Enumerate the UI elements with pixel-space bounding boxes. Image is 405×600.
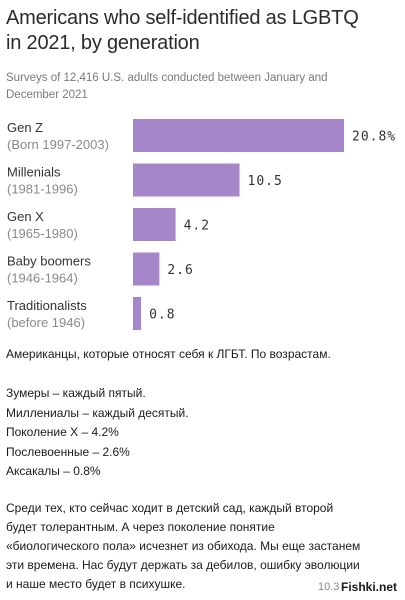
chart-title-line-1: Americans who self-identified as LGBTQ bbox=[6, 7, 359, 29]
caption-paragraph-line: Среди тех, кто сейчас ходит в детский са… bbox=[6, 501, 334, 515]
caption-paragraph: Среди тех, кто сейчас ходит в детский са… bbox=[6, 499, 401, 594]
category-sublabel: (Born 1997-2003) bbox=[7, 137, 109, 152]
bar bbox=[133, 208, 176, 241]
caption-paragraph-line: «биологического пола» исчезнет из обиход… bbox=[6, 539, 361, 553]
category-label: Traditionalists bbox=[7, 298, 87, 313]
chart-title: Americans who self-identified as LGBTQ i… bbox=[6, 6, 401, 56]
category-label: Gen Z bbox=[7, 120, 43, 135]
value-label: 4.2 bbox=[184, 219, 210, 234]
category-label: Millenials bbox=[7, 165, 61, 180]
value-label: 10.5 bbox=[248, 174, 283, 189]
caption-list-item: Поколение Х – 4.2% bbox=[6, 425, 119, 439]
chart-title-line-2: in 2021, by generation bbox=[6, 32, 200, 54]
chart-subtitle-line-1: Surveys of 12,416 U.S. adults conducted … bbox=[6, 72, 328, 84]
value-label: 20.8% bbox=[352, 130, 396, 145]
category-label: Baby boomers bbox=[7, 254, 91, 269]
category-sublabel: (1981-1996) bbox=[7, 182, 78, 197]
caption-heading: Американцы, которые относят себя к ЛГБТ.… bbox=[6, 347, 331, 361]
chart-subtitle-line-2: December 2021 bbox=[6, 89, 88, 101]
caption-list-item: Послевоенные – 2.6% bbox=[6, 444, 130, 459]
bar bbox=[133, 297, 142, 330]
chart-card: Americans who self-identified as LGBTQ i… bbox=[6, 6, 401, 330]
value-label: 2.6 bbox=[167, 263, 193, 278]
bar bbox=[133, 252, 160, 286]
bar bbox=[133, 163, 240, 197]
caption-paragraph-line: будет толерантным. А через поколение пон… bbox=[6, 520, 275, 534]
caption-list: Зумеры – каждый пятый. Миллениалы – кажды… bbox=[6, 384, 401, 482]
category-sublabel: (before 1946) bbox=[7, 315, 85, 330]
bar-chart: Gen Z (Born 1997-2003) 20.8% Millenials (198… bbox=[7, 119, 396, 330]
watermark-logo: Fishki.net bbox=[338, 580, 399, 594]
category-label: Gen X bbox=[7, 209, 44, 224]
caption-list-item: Аксакалы – 0.8% bbox=[6, 464, 101, 478]
caption-paragraph-line: эти времена. Нас будут держать за дебило… bbox=[6, 558, 360, 572]
category-sublabel: (1965-1980) bbox=[7, 226, 78, 241]
chart-subtitle: Surveys of 12,416 U.S. adults conducted … bbox=[6, 70, 401, 104]
caption-list-item: Зумеры – каждый пятый. bbox=[6, 386, 146, 400]
value-label: 0.8 bbox=[149, 308, 175, 323]
bar bbox=[133, 119, 344, 152]
caption-paragraph-line: и наше место будет в психушке. bbox=[6, 577, 186, 591]
caption-list-item: Миллениалы – каждый десятый. bbox=[6, 405, 189, 420]
corner-number: 10.3 bbox=[318, 581, 340, 593]
category-sublabel: (1946-1964) bbox=[7, 271, 78, 286]
